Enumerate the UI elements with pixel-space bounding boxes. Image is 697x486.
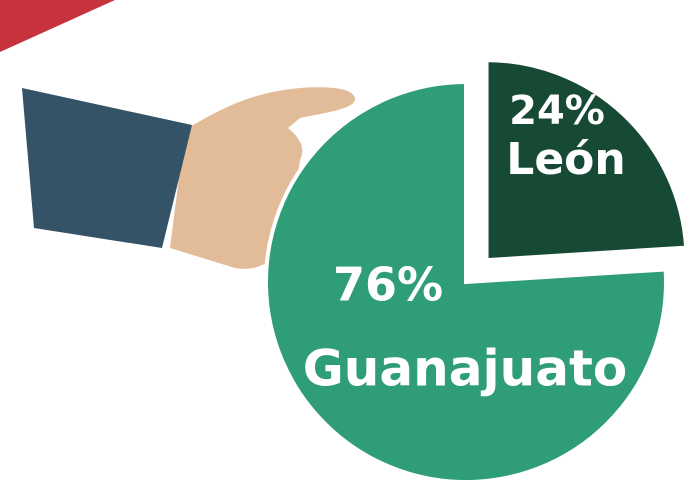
corner-decoration xyxy=(0,0,115,52)
chart: 76% Guanajuato 24%León xyxy=(0,0,697,486)
category-label: León xyxy=(506,134,625,185)
value-label: 76% xyxy=(333,258,443,312)
value-label: 24% xyxy=(509,88,605,134)
category-label: Guanajuato xyxy=(303,340,627,398)
